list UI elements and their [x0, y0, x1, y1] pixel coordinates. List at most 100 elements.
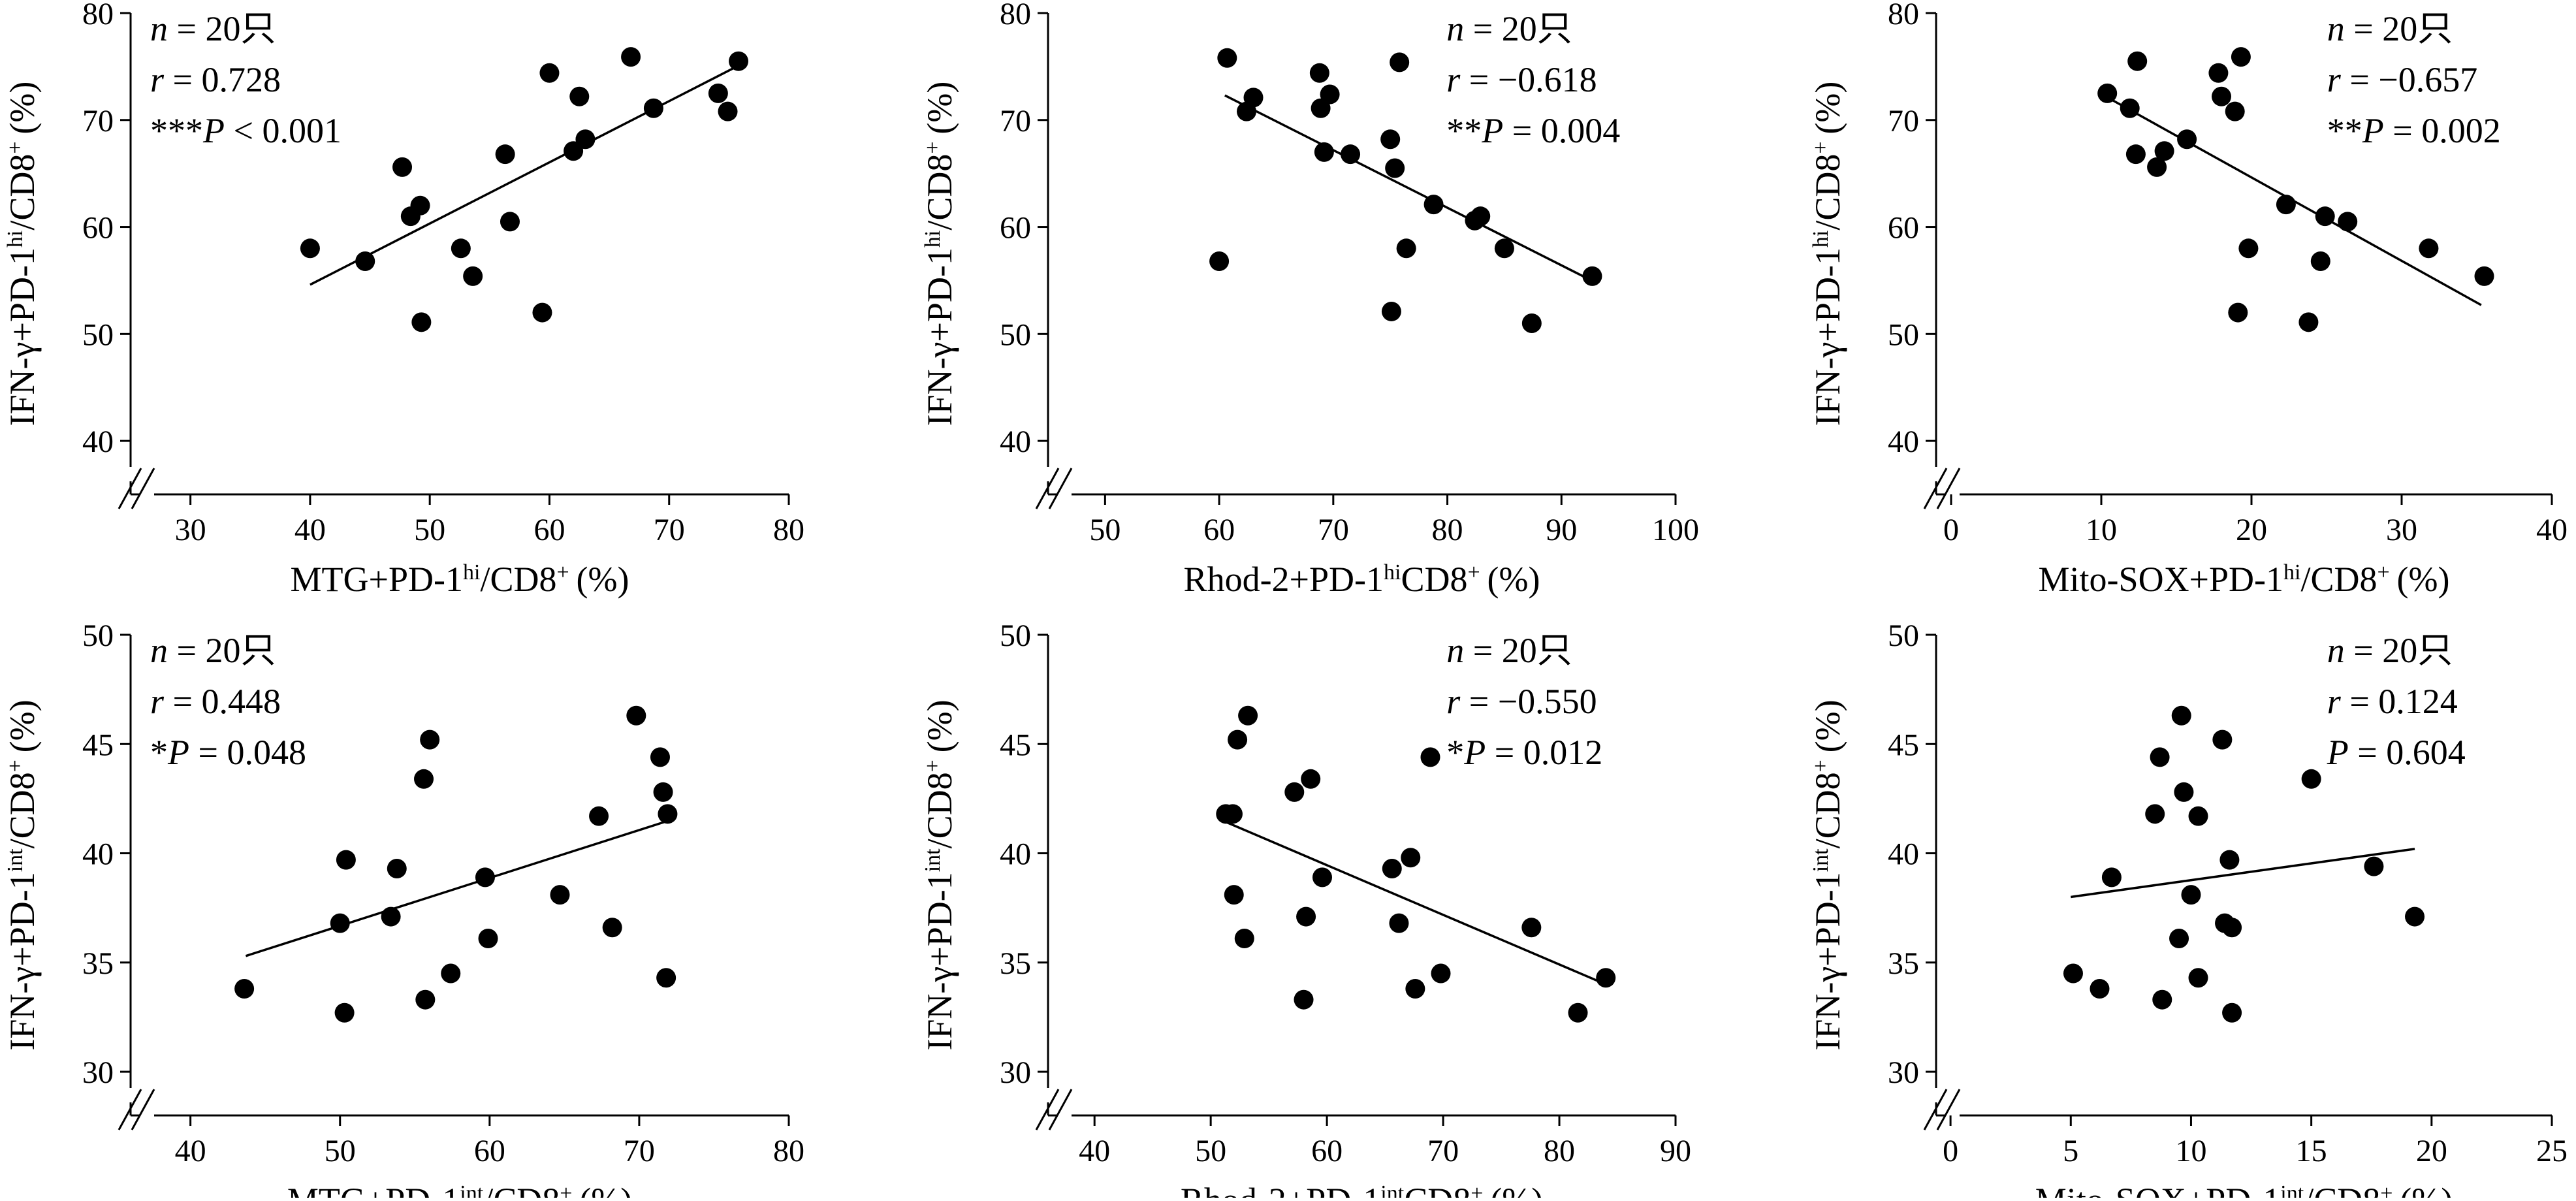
regression-line: [1222, 819, 1606, 985]
y-tick-label: 40: [1000, 837, 1031, 872]
y-tick-label: 50: [1000, 317, 1031, 352]
y-axis-label-part: IFN-γ+PD-1: [1808, 248, 1847, 426]
data-point: [1341, 144, 1361, 165]
data-point: [475, 867, 495, 888]
y-axis-label-part: IFN-γ+PD-1: [1808, 872, 1847, 1050]
stat-annotation-part: P: [1481, 111, 1503, 150]
x-axis-label-part: /CD8: [480, 560, 556, 599]
data-point: [381, 906, 401, 927]
stat-annotation-part: = 20只: [2345, 9, 2453, 48]
data-point: [1296, 906, 1316, 927]
data-point: [1301, 769, 1321, 789]
y-axis-label: IFN-γ+PD-1int/CD8+ (%): [1808, 699, 1847, 1050]
x-tick-label: 70: [1427, 1134, 1459, 1168]
x-tick-label: 40: [175, 1134, 206, 1168]
x-axis-label-part: hi: [2283, 560, 2300, 584]
x-axis-label-part: Rhod-2+PD-1: [1181, 1181, 1380, 1198]
x-axis-label-part: Rhod-2+PD-1: [1184, 560, 1384, 599]
data-point: [2174, 782, 2194, 802]
x-axis-label-part: /CD8: [2304, 1181, 2380, 1198]
data-point: [658, 804, 678, 824]
y-tick-label: 60: [1000, 211, 1031, 246]
data-point: [1431, 963, 1451, 984]
data-point: [1471, 206, 1491, 227]
data-point: [2228, 302, 2248, 323]
data-point: [1390, 52, 1410, 72]
x-tick-label: 60: [1203, 513, 1235, 547]
y-tick-label: 45: [82, 728, 114, 762]
stat-annotation-part: = 20只: [2345, 631, 2453, 670]
x-tick-label: 30: [2386, 513, 2417, 547]
y-tick-label: 45: [1888, 728, 1919, 762]
data-point: [234, 978, 255, 999]
data-point: [1521, 918, 1542, 938]
x-axis-label-part: +: [560, 1181, 572, 1198]
stat-annotation: r = 0.124: [2327, 682, 2458, 721]
stat-annotation-part: n: [150, 631, 168, 670]
x-tick-label: 60: [1311, 1134, 1343, 1168]
data-point: [621, 47, 641, 67]
data-point: [1389, 913, 1409, 933]
regression-line: [2071, 848, 2415, 899]
stat-annotation-part: = −0.550: [1460, 682, 1597, 721]
y-axis-label-part: hi: [1809, 231, 1833, 248]
data-point: [564, 141, 584, 161]
data-point: [2101, 867, 2122, 888]
data-point: [2145, 804, 2165, 824]
data-point: [729, 51, 749, 71]
x-axis-label-part: (%): [572, 1181, 632, 1198]
x-tick-label: 70: [654, 513, 685, 547]
scatter-panel-6: 30354045500510152025Mito-SOX+PD-1int/CD8…: [1808, 618, 2568, 1201]
data-point: [708, 83, 728, 103]
x-axis-label-part: Mito-SOX+PD-1: [2039, 560, 2284, 599]
y-axis-label-part: +: [921, 141, 945, 153]
data-point: [2364, 856, 2384, 876]
data-point: [2154, 141, 2174, 161]
data-point: [500, 212, 520, 232]
scatter-panel-4: 30354045504050607080MTG+PD-1int/CD8+ (%)…: [3, 618, 804, 1201]
stat-annotation: n = 20只: [150, 9, 276, 48]
y-tick-label: 40: [1000, 424, 1031, 459]
data-point: [1320, 84, 1340, 104]
y-axis-label-part: int: [1809, 848, 1833, 872]
data-point: [569, 86, 590, 106]
stat-annotation: n = 20只: [2327, 9, 2453, 48]
x-tick-label: 20: [2236, 513, 2267, 547]
data-point: [1568, 1002, 1588, 1023]
stat-annotation-part: ***: [150, 111, 203, 150]
stat-annotation-part: < 0.001: [225, 111, 342, 150]
x-tick-label: 10: [2086, 513, 2117, 547]
x-tick-label: 60: [533, 513, 565, 547]
y-axis-label-part: /CD8: [3, 772, 42, 848]
data-point: [550, 885, 570, 905]
data-point: [2063, 963, 2083, 984]
stat-annotation: *P = 0.048: [150, 733, 306, 772]
data-point: [495, 144, 515, 165]
stat-annotation-part: = −0.618: [1460, 60, 1597, 99]
x-axis-label-part: +: [2380, 1181, 2393, 1198]
y-axis-label-part: +: [921, 760, 945, 772]
y-tick-label: 70: [1000, 104, 1031, 138]
data-point: [2238, 238, 2259, 259]
x-tick-label: 80: [773, 513, 804, 547]
data-point: [539, 63, 560, 83]
y-tick-label: 80: [82, 0, 114, 31]
data-point: [1596, 968, 1616, 988]
stat-annotation: r = −0.618: [1446, 60, 1597, 99]
data-point: [626, 705, 646, 726]
y-axis-label-part: (%): [1808, 82, 1847, 142]
data-point: [2188, 806, 2208, 826]
y-axis-label-part: hi: [921, 231, 945, 248]
x-tick-label: 100: [1652, 513, 1699, 547]
stat-annotation: r = 0.448: [150, 682, 281, 721]
stat-annotation: **P = 0.004: [1446, 111, 1620, 150]
x-tick-label: 50: [414, 513, 445, 547]
x-axis-label-part: int: [460, 1181, 483, 1198]
data-point: [2152, 989, 2172, 1010]
stat-annotation-part: = 20只: [168, 631, 276, 670]
data-point: [334, 1002, 355, 1023]
x-axis-label-part: MTG+PD-1: [291, 560, 463, 599]
data-point: [441, 963, 461, 984]
data-point: [1381, 301, 1401, 321]
